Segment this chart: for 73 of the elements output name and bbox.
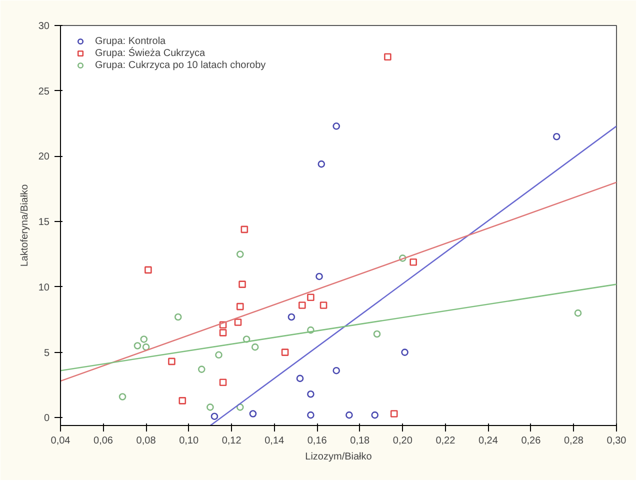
point [178,397,186,404]
point [307,411,314,419]
point [168,358,176,366]
x-tick-label: 0,18 [350,436,370,446]
point [399,254,406,262]
y-tick-label: 20 [38,152,50,163]
point [219,321,227,328]
x-tick-label: 0,30 [606,436,627,446]
point [249,410,257,418]
point [552,132,560,140]
y-tick-label: 15 [38,217,50,228]
point [288,313,296,321]
y-tick-label: 30 [38,21,50,32]
point [373,330,381,338]
point [384,53,392,61]
x-tick-label: 0,24 [478,436,498,446]
point [332,122,340,130]
point [134,342,142,350]
point [307,326,314,334]
x-tick-label: 0,12 [222,436,242,446]
x-tick-label: 0,26 [521,436,542,446]
legend-label: Grupa: Cukrzyca po 10 latach choroby [95,59,266,71]
point [144,266,152,274]
x-tick-label: 0,16 [307,436,328,446]
point [371,411,379,419]
y-tick-label: 10 [38,282,50,294]
point [206,404,214,411]
y-axis-title: Laktoferyna/Białko [19,184,30,267]
point [574,309,582,317]
x-tick-label: 0,22 [436,436,456,446]
legend-label: Grupa: Świeża Cukrzyca [95,47,206,59]
point [219,329,227,336]
point [251,343,259,351]
point [215,351,222,359]
point [296,374,304,382]
legend-label: Grupa: Kontrola [95,35,166,47]
point [118,393,126,400]
x-tick-label: 0,28 [564,436,584,446]
point [332,366,340,374]
x-tick-label: 0,14 [264,436,285,446]
point [140,336,148,343]
point [298,302,306,309]
x-axis-title: Lizozym/Białko [305,452,372,462]
point [318,160,326,168]
x-tick-label: 0,06 [94,436,114,446]
point [240,226,248,234]
y-tick-label: 0 [44,413,50,424]
point [236,302,244,310]
point [174,313,182,321]
x-tick-label: 0,10 [179,436,199,446]
point [390,410,398,418]
point [281,348,289,356]
x-tick-label: 0,08 [136,436,156,446]
point [307,294,314,302]
point [242,336,250,343]
point [410,258,417,266]
point [142,343,150,351]
y-tick-label: 25 [38,86,50,98]
point [401,348,408,356]
point [236,250,244,258]
point [236,404,244,411]
point [234,318,242,326]
x-tick-label: 0,04 [50,436,71,446]
point [346,411,353,419]
point [307,390,314,398]
point [210,412,218,420]
y-tick-label: 5 [44,348,50,359]
x-tick-label: 0,20 [392,436,413,446]
point [198,366,206,373]
point [320,302,328,309]
point [219,378,227,386]
point [316,272,323,280]
point [238,280,246,288]
